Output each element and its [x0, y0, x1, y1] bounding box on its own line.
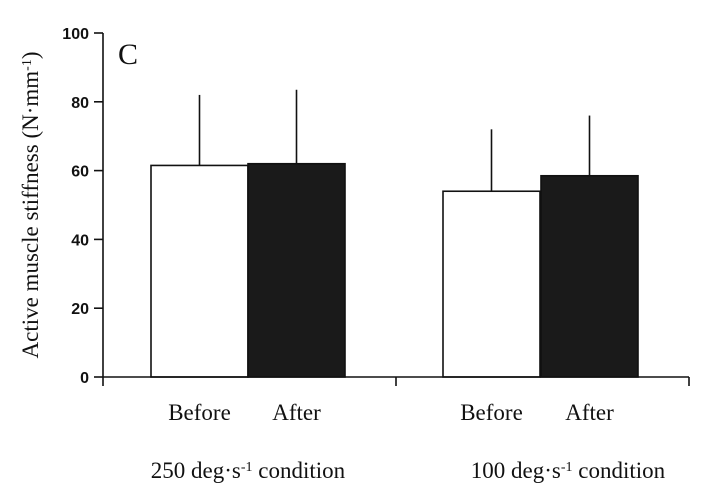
bar-after — [247, 162, 346, 378]
category-label: After — [272, 400, 321, 425]
y-tick-label: 40 — [71, 232, 89, 249]
bar-before — [150, 164, 249, 378]
y-tick-label: 80 — [71, 95, 89, 112]
bar-before — [442, 190, 541, 378]
y-axis-label-main: Active muscle stiffness (N·mm — [18, 71, 43, 359]
bars — [150, 89, 639, 378]
category-label: Before — [460, 400, 523, 425]
y-ticks: 0 20 40 60 80 100 — [62, 26, 103, 387]
group-label-1: 250 deg·s-1 condition — [151, 458, 346, 483]
y-axis-label-sup: -1 — [20, 59, 35, 71]
group-label-2: 100 deg·s-1 condition — [471, 458, 666, 483]
y-tick-label: 20 — [71, 301, 89, 318]
category-label: After — [565, 400, 614, 425]
category-labels: Before After Before After — [168, 400, 614, 425]
y-tick-label: 100 — [62, 26, 89, 43]
bar-after — [540, 174, 639, 378]
y-tick-label: 60 — [71, 164, 89, 181]
category-label: Before — [168, 400, 231, 425]
y-axis-label-close: ) — [18, 51, 43, 59]
panel-label: C — [118, 38, 138, 71]
y-tick-label: 0 — [80, 370, 89, 387]
y-axis-label: Active muscle stiffness (N·mm-1) — [18, 51, 43, 358]
